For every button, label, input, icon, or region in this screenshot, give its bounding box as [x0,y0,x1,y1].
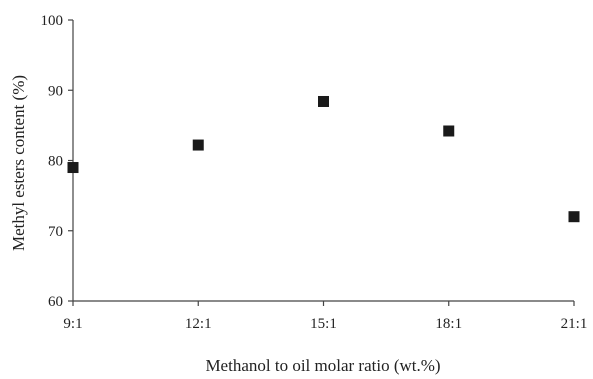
y-tick-label: 100 [41,13,64,29]
y-axis-title: Methyl esters content (%) [9,75,28,251]
data-point [443,125,455,137]
y-tick-label: 60 [48,294,63,310]
x-tick-label: 18:1 [435,316,462,332]
data-point [318,95,329,107]
x-tick-label: 9:1 [63,316,82,332]
x-tick-label: 12:1 [185,316,212,332]
x-tick-label: 21:1 [561,316,588,332]
x-tick-label: 15:1 [310,316,337,332]
y-tick-label: 70 [48,224,63,240]
data-point [67,162,79,174]
data-point [568,211,580,223]
y-axis-ticks: 60 70 80 90 100 [41,13,73,310]
y-tick-label: 80 [48,154,63,170]
data-points [67,95,580,223]
x-axis-ticks: 9:1 12:1 15:1 18:1 21:1 [63,301,587,332]
y-tick-label: 90 [48,83,63,99]
data-point [192,139,204,151]
x-axis-title: Methanol to oil molar ratio (wt.%) [205,356,440,375]
